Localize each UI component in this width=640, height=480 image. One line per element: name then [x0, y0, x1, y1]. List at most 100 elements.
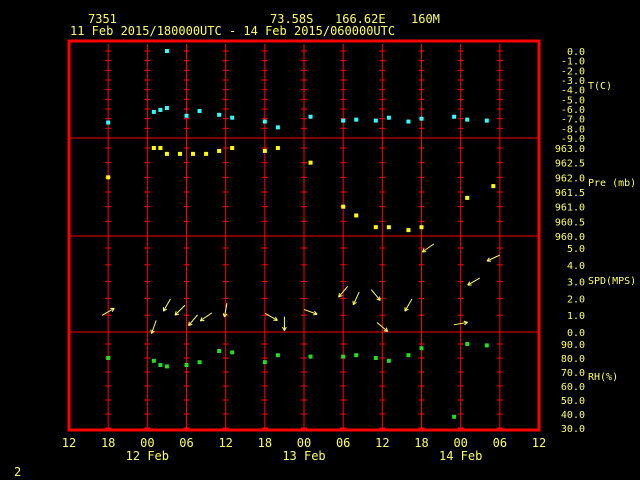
data-point: [151, 146, 156, 150]
data-point: [373, 356, 378, 360]
wind-arrow-head: [383, 330, 388, 332]
wind-arrow-head: [224, 313, 228, 318]
data-point: [275, 353, 280, 358]
x-tick-label: 06: [493, 436, 507, 450]
data-point: [484, 118, 489, 123]
y-tick-label: -9.0: [561, 134, 585, 145]
y-tick-label: 0.0: [567, 47, 585, 58]
y-tick-label: 60.0: [561, 382, 585, 393]
wind-arrow: [453, 320, 468, 326]
x-tick-label: 00: [453, 436, 467, 450]
data-point: [373, 118, 378, 123]
x-tick-label: 06: [336, 436, 350, 450]
data-point: [484, 343, 489, 348]
wind-arrow-head: [111, 308, 115, 313]
data-point: [262, 148, 267, 153]
wind-arrow-shaft: [200, 312, 213, 322]
y-tick-label: 40.0: [561, 410, 585, 421]
wind-arrow-shaft: [338, 285, 349, 298]
wind-arrow: [188, 314, 198, 327]
wind-arrow-head: [188, 323, 193, 327]
data-point: [308, 354, 313, 359]
wind-arrow-head: [385, 327, 389, 332]
wind-arrow-head: [150, 329, 152, 334]
data-point: [386, 225, 391, 230]
y-tick-label: 3.0: [567, 278, 585, 289]
x-tick-label: 18: [101, 436, 115, 450]
data-point: [217, 349, 222, 353]
wind-arrow-shaft: [453, 321, 468, 326]
latitude: 73.58S: [270, 12, 313, 26]
data-point: [354, 353, 359, 358]
x-tick-label: 18: [414, 436, 428, 450]
wind-arrow-shaft: [422, 243, 435, 253]
data-point: [354, 117, 359, 122]
wind-arrow: [404, 298, 413, 312]
data-point: [230, 146, 235, 150]
wind-arrow: [486, 254, 500, 262]
y-tick-label: 960.5: [555, 217, 585, 228]
data-point: [230, 350, 235, 355]
wind-arrow-shaft: [162, 298, 171, 312]
data-point: [164, 49, 169, 53]
data-point: [197, 108, 202, 113]
x-tick-label: 12: [375, 436, 389, 450]
y-tick-label: 2.0: [567, 294, 585, 305]
wind-arrow-shaft: [188, 314, 198, 326]
y-tick-label: 1.0: [567, 311, 585, 322]
wind-arrow: [101, 307, 115, 316]
wind-arrow: [338, 285, 349, 298]
wind-arrow-shaft: [404, 298, 413, 312]
data-point: [158, 363, 163, 367]
data-point: [386, 358, 391, 363]
y-tick-label: 70.0: [561, 368, 585, 379]
wind-arrow: [421, 243, 435, 253]
wind-arrow: [199, 312, 213, 322]
data-point: [308, 160, 313, 165]
data-point: [386, 115, 391, 120]
data-point: [262, 360, 267, 365]
x-tick-label: 00: [297, 436, 311, 450]
longitude: 166.62E: [335, 12, 386, 26]
wind-arrow-head: [464, 321, 468, 326]
data-point: [465, 342, 470, 346]
wind-arrow-head: [338, 295, 343, 298]
data-point: [354, 213, 359, 218]
x-tick-label: 12: [218, 436, 232, 450]
wind-arrow: [303, 308, 318, 316]
data-point: [164, 364, 169, 369]
data-point: [217, 112, 222, 117]
wind-arrow: [174, 304, 186, 316]
y-tick-label: 961.5: [555, 188, 585, 199]
x-tick-label: 12: [62, 436, 76, 450]
day-label: 14 Feb: [439, 449, 482, 463]
grid-layer: [69, 44, 539, 429]
data-point: [151, 109, 156, 114]
data-point: [262, 119, 267, 124]
data-point: [158, 146, 163, 150]
data-point: [406, 353, 411, 358]
data-point: [184, 363, 189, 367]
data-point: [106, 120, 111, 125]
y-tick-label: 962.0: [555, 173, 585, 184]
wind-arrow-head: [188, 321, 190, 326]
wind-arrow-shaft: [352, 291, 360, 305]
wind-arrow-shaft: [265, 312, 278, 321]
data-point: [373, 225, 378, 230]
data-point: [217, 148, 222, 153]
wind-arrow: [467, 277, 481, 286]
data-point: [275, 125, 280, 130]
x-tick-label: 12: [532, 436, 546, 450]
y-tick-label: 963.0: [555, 144, 585, 155]
data-point: [230, 115, 235, 120]
data-point: [151, 358, 156, 363]
y-tick-label: -1.0: [561, 57, 585, 68]
data-point: [341, 118, 346, 123]
data-point: [406, 228, 411, 233]
data-point: [275, 146, 280, 150]
y-tick-label: 0.0: [567, 328, 585, 339]
y-tick-label: 962.5: [555, 159, 585, 170]
wind-arrow-shaft: [174, 304, 186, 316]
data-point: [184, 113, 189, 118]
